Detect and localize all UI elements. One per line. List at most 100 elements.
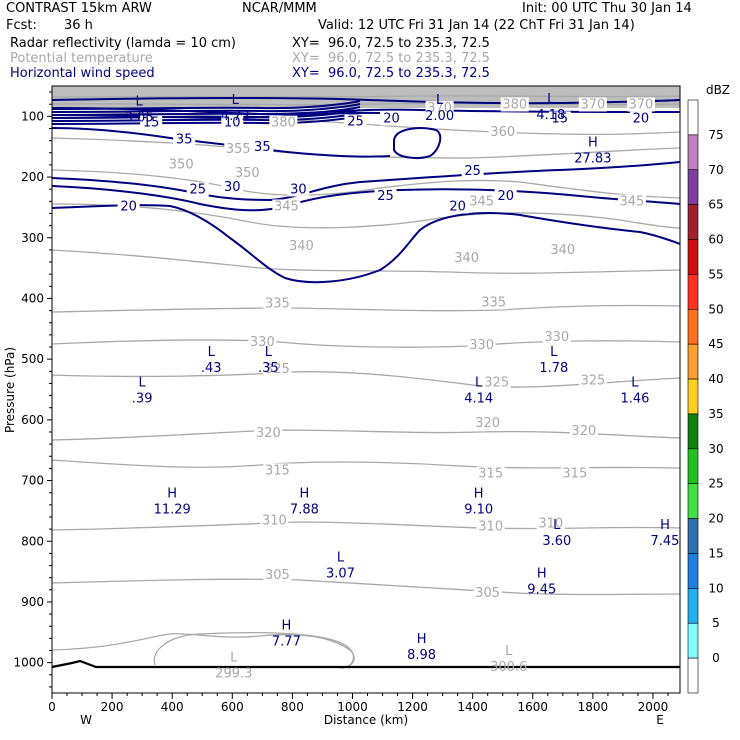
theta-label-bg: [248, 334, 277, 349]
colorbar-swatch: [687, 483, 699, 519]
theta-contour-line: [51, 102, 681, 106]
wind-contour-label: 20: [120, 199, 137, 214]
theta-label-bg: [254, 425, 283, 440]
theta-contour-label: 330: [250, 335, 275, 350]
wind-contour-line: [51, 115, 361, 125]
model-name: CONTRAST 15km ARW: [6, 1, 152, 16]
wind-label-bg: [287, 182, 310, 197]
x-tick-label: 1400: [457, 700, 488, 714]
theta-contour-label: 380: [502, 97, 527, 112]
theta-label-bg: [560, 466, 589, 481]
theta-contour-label: 355: [226, 142, 251, 157]
theta-contour-label: 340: [289, 239, 314, 254]
colorbar-label: 55: [708, 267, 723, 281]
extremum-value: 7.88: [290, 503, 319, 518]
theta-contour-label: 320: [475, 416, 500, 431]
theta-contour-label: 310: [478, 519, 503, 534]
extremum-value: 9.45: [527, 583, 556, 598]
colorbar-unit: dBZ: [706, 83, 730, 97]
init-time: Init: 00 UTC Thu 30 Jan 14: [522, 1, 692, 16]
extremum-low-marker: L: [475, 375, 483, 390]
theta-contour-label: 340: [454, 251, 479, 266]
y-tick-label: 100: [21, 109, 44, 123]
theta-contour-label: 360: [490, 125, 515, 140]
theta-label-bg: [500, 97, 529, 112]
field-name-theta: Potential temperature: [10, 51, 153, 66]
theta-label-bg: [287, 238, 316, 253]
x-tick-label: 400: [161, 700, 184, 714]
theta-contour-label: 340: [550, 243, 575, 258]
colorbar-label: 65: [708, 198, 723, 212]
x-tick-label: 1200: [397, 700, 428, 714]
extremum-value: 3.60: [542, 534, 571, 549]
colorbar-swatch: [687, 99, 699, 136]
extremum-value: 3.07: [326, 566, 355, 581]
theta-contour-label: 345: [274, 199, 299, 214]
wind-label-group: 15 10 25 20 15 20 35 35 25 30 30 25 25 20 20 20: [117, 111, 652, 214]
theta-contour-label: 380: [271, 116, 296, 131]
colorbar-label: 30: [708, 442, 723, 456]
wind-contour-line: [51, 100, 361, 110]
wind-contour-line: [51, 185, 681, 212]
theta-label-bg: [263, 567, 292, 582]
theta-label-bg: [578, 97, 607, 112]
x-tick-label: 0: [48, 700, 56, 714]
y-tick-label: 800: [21, 534, 44, 548]
y-tick-label: 1000: [13, 656, 44, 670]
theta-contour-line: [51, 203, 681, 229]
theta-label-bg: [167, 157, 196, 172]
field-xy-wind: XY= 96.0, 72.5 to 235.3, 72.5: [292, 66, 490, 81]
colorbar-swatch: [687, 239, 699, 275]
wind-label-bg: [494, 189, 517, 204]
wind-contour-label: 25: [377, 189, 394, 204]
theta-label-bg: [548, 243, 577, 258]
extremum-low-marker: L: [208, 345, 216, 360]
theta-label-bg: [263, 296, 292, 311]
field-name-wind: Horizontal wind speed: [10, 66, 155, 81]
theta-label-bg: [467, 337, 496, 352]
wind-contour-line: [51, 109, 361, 119]
x-axis-east-label: E: [656, 713, 664, 727]
wind-contour-label: 15: [552, 111, 569, 126]
theta-contour-label: 335: [481, 295, 506, 310]
colorbar-swatch: [687, 518, 699, 554]
theta-contour-label: 305: [265, 568, 290, 583]
theta-contour-label: 310: [538, 516, 563, 531]
theta-contour-label: 305: [475, 586, 500, 601]
extremum-low-marker: L: [139, 375, 147, 390]
wind-contour-label: 25: [464, 164, 481, 179]
wind-label-bg: [251, 139, 274, 154]
extremum-low-marker: L: [436, 93, 444, 108]
extremum-value: 299.3: [215, 666, 252, 681]
colorbar-swatch: [687, 343, 699, 380]
wind-contour-label: 25: [189, 182, 206, 197]
theta-contour-label: 325: [580, 374, 605, 389]
theta-contour-label: 370: [629, 97, 654, 112]
forecast-label: Fcst:: [6, 18, 37, 33]
wind-contour-label: 15: [143, 116, 160, 131]
theta-label-bg: [617, 194, 646, 209]
theta-label-bg: [467, 194, 496, 209]
theta-contour-label: 335: [265, 297, 290, 312]
colorbar-label: 50: [708, 302, 723, 316]
extremum-high-marker: H: [474, 487, 484, 502]
theta-contour-label: 315: [265, 463, 290, 478]
theta-label-bg: [488, 124, 517, 139]
extremum-value: 4.73: [221, 109, 250, 124]
wind-label-bg: [221, 180, 244, 195]
wind-label-bg: [117, 199, 140, 214]
theta-contour-label: 315: [478, 467, 503, 482]
theta-contour-label: 310: [262, 513, 287, 528]
theta-contour-label: 370: [427, 101, 452, 116]
wind-contour-label: 20: [449, 199, 466, 214]
field-xy-theta: XY= 96.0, 72.5 to 235.3, 72.5: [292, 51, 490, 66]
x-tick-label: 1600: [517, 700, 548, 714]
extremum-low-marker: L: [547, 92, 555, 107]
colorbar-label: 15: [708, 546, 723, 560]
wind-contour-label: 10: [224, 116, 241, 131]
wind-label-bg: [461, 164, 484, 179]
extremum-low-marker: L: [505, 644, 513, 659]
wind-label-bg: [344, 114, 367, 129]
y-tick-label: 300: [21, 231, 44, 245]
theta-contour-line: [153, 631, 355, 669]
